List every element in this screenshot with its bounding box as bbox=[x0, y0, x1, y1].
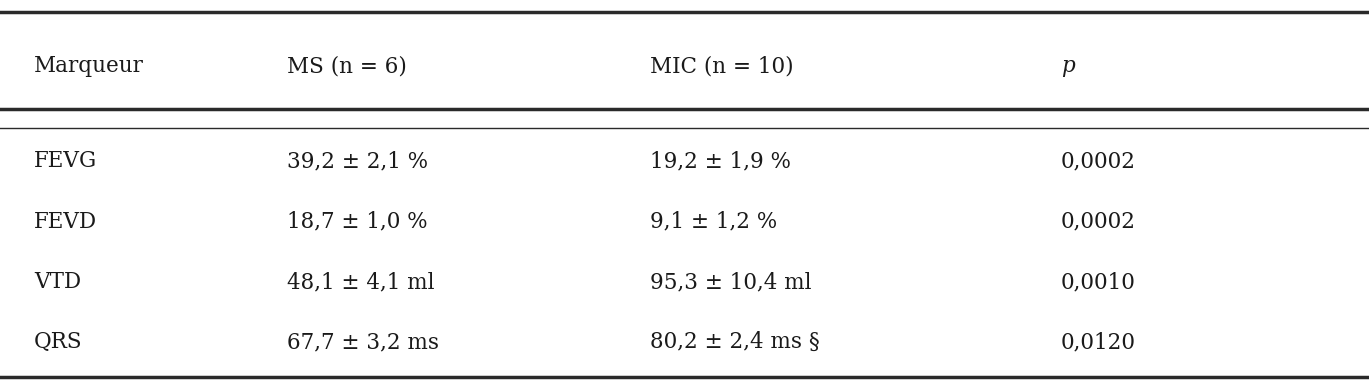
Text: FEVG: FEVG bbox=[34, 151, 97, 172]
Text: 39,2 ± 2,1 %: 39,2 ± 2,1 % bbox=[287, 151, 428, 172]
Text: 80,2 ± 2,4 ms §: 80,2 ± 2,4 ms § bbox=[650, 331, 820, 353]
Text: 67,7 ± 3,2 ms: 67,7 ± 3,2 ms bbox=[287, 331, 439, 353]
Text: 95,3 ± 10,4 ml: 95,3 ± 10,4 ml bbox=[650, 271, 812, 293]
Text: MS (n = 6): MS (n = 6) bbox=[287, 55, 408, 77]
Text: FEVD: FEVD bbox=[34, 211, 97, 233]
Text: VTD: VTD bbox=[34, 271, 81, 293]
Text: 18,7 ± 1,0 %: 18,7 ± 1,0 % bbox=[287, 211, 428, 233]
Text: 19,2 ± 1,9 %: 19,2 ± 1,9 % bbox=[650, 151, 791, 172]
Text: 0,0120: 0,0120 bbox=[1061, 331, 1136, 353]
Text: Marqueur: Marqueur bbox=[34, 55, 144, 77]
Text: 0,0002: 0,0002 bbox=[1061, 211, 1136, 233]
Text: p: p bbox=[1061, 55, 1075, 77]
Text: 9,1 ± 1,2 %: 9,1 ± 1,2 % bbox=[650, 211, 778, 233]
Text: 0,0002: 0,0002 bbox=[1061, 151, 1136, 172]
Text: QRS: QRS bbox=[34, 331, 84, 353]
Text: 0,0010: 0,0010 bbox=[1061, 271, 1136, 293]
Text: 48,1 ± 4,1 ml: 48,1 ± 4,1 ml bbox=[287, 271, 435, 293]
Text: MIC (n = 10): MIC (n = 10) bbox=[650, 55, 794, 77]
